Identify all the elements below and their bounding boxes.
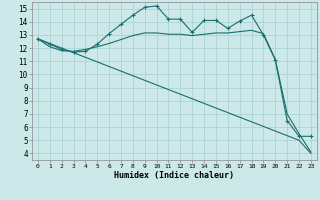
X-axis label: Humidex (Indice chaleur): Humidex (Indice chaleur) bbox=[115, 171, 234, 180]
